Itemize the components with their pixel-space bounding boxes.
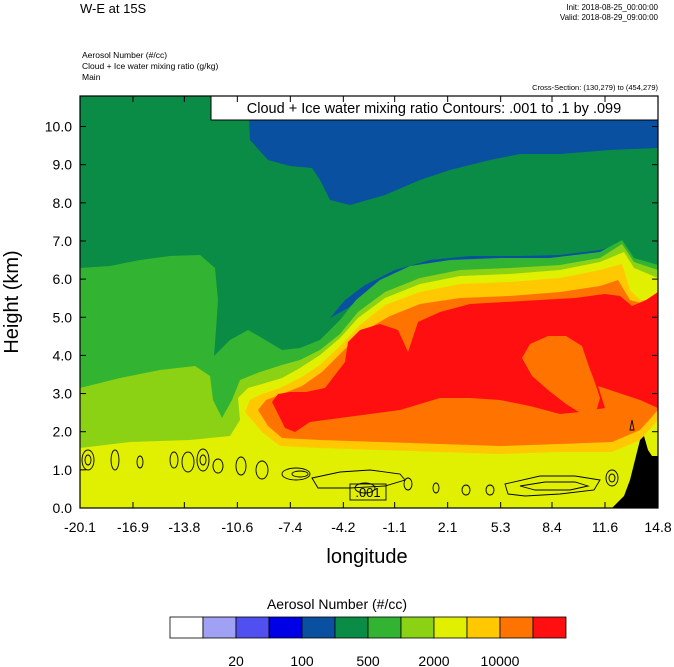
cross-section-label: Cross-Section: (130,279) to (454,279) [532,83,658,92]
valid-time: Valid: 2018-08-29_09:00:00 [559,13,658,22]
colorbar-tick-label: 2000 [418,653,449,667]
y-tick-label: 8.0 [53,195,73,211]
colorbar-swatch [466,616,501,639]
cloud-contours [81,419,635,497]
y-tick-label: 0.0 [53,500,73,516]
colorbar-swatch [268,616,303,639]
y-tick-label: 6.0 [53,271,73,287]
colorbar-swatch [400,616,435,639]
contour-line [110,449,120,471]
chart-title: W-E at 15S [80,1,147,16]
aerosol-field: .001 Cloud + Ice water mixing ratio Cont… [80,96,658,508]
colorbar [169,616,567,639]
colorbar-swatch [202,616,237,639]
colorbar-swatch [235,616,270,639]
colorbar-tick-label: 500 [356,653,380,667]
init-time: Init: 2018-08-25_00:00:00 [566,3,658,12]
y-tick-label: 5.0 [53,309,73,325]
plot-frame [79,95,659,509]
y-tick-label: 9.0 [53,157,73,173]
x-tick-label: -13.8 [168,519,200,535]
field-band [248,96,658,205]
x-tick-label: 14.8 [644,519,671,535]
colorbar-swatch [301,616,336,639]
x-tick-label: 2.1 [438,519,458,535]
x-tick-label: -7.4 [278,519,302,535]
x-tick-label: 11.6 [592,519,618,535]
x-tick-label: -20.1 [64,519,96,535]
y-tick-label: 7.0 [53,233,73,249]
contour-line [605,469,619,487]
field-subtitle: Cloud + Ice water mixing ratio (g/kg) [82,61,219,71]
contour-line [199,454,207,466]
x-axis: -20.1 -16.9 -13.8 -10.6 -7.4 -4.2 -1.1 2.1 5.3 8.… [64,96,672,535]
contour-line [281,467,311,481]
x-tick-label: -16.9 [117,519,149,535]
contour-info-box [210,96,658,121]
colorbar-swatch [367,616,402,639]
domain-subtitle: Main [82,72,101,82]
x-tick-label: -1.1 [383,519,407,535]
y-tick-label: 3.0 [53,386,73,402]
contour-line [81,449,95,471]
y-axis-label: Height (km) [1,250,23,353]
y-tick-label: 2.0 [53,424,73,440]
contour-line [354,482,376,494]
colorbar-swatch [334,616,369,639]
contour-line [136,455,144,469]
colorbar-swatch [433,616,468,639]
x-tick-label: 5.3 [491,519,511,535]
contour-label: .001 [355,485,380,500]
contour-line [181,451,195,473]
colorbar-swatch [169,616,204,639]
x-tick-label: -4.2 [331,519,355,535]
x-tick-label: -10.6 [221,519,253,535]
contour-line [84,454,92,466]
contour-line [629,419,635,431]
field-subtitle: Aerosol Number (#/cc) [82,50,168,60]
field-band [522,336,600,414]
y-axis: 0.0 1.0 2.0 3.0 4.0 5.0 6.0 7.0 8.0 9.0 10.0 [45,119,658,516]
colorbar-swatch [499,616,534,639]
contour-line [235,456,247,476]
contour-label-box [349,483,387,501]
terrain [612,436,658,508]
contour-line [504,475,601,497]
colorbar-swatch [532,616,567,639]
contour-line [291,470,309,478]
contour-line [485,484,495,496]
x-tick-label: 8.4 [542,519,562,535]
contour-line [255,460,269,480]
contour-line [461,484,471,496]
colorbar-tick-label: 10000 [481,653,520,667]
contour-line [432,482,440,494]
y-tick-label: 4.0 [53,347,73,363]
colorbar-tick-label: 100 [290,653,314,667]
colorbar-tick-label: 20 [228,653,244,667]
y-tick-label: 1.0 [53,462,73,478]
colorbar-labels: 20 100 500 2000 10000 [228,653,519,667]
contour-info: Cloud + Ice water mixing ratio Contours:… [247,101,621,117]
contour-line [212,458,224,474]
contour-line [608,473,616,483]
contour-line [196,448,210,472]
contour-line [403,477,413,491]
colorbar-title: Aerosol Number (#/cc) [266,596,408,612]
y-tick-label: 10.0 [45,119,72,135]
contour-line [519,481,590,491]
x-axis-label: longitude [326,546,407,568]
contour-line [169,451,179,469]
